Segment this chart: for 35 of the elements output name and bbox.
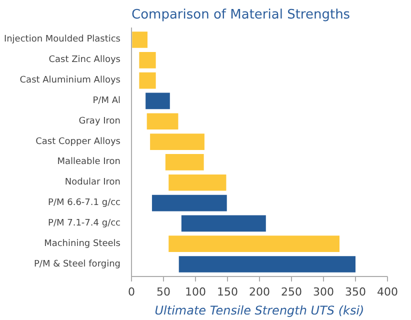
x-tick-label: 50 — [156, 286, 170, 298]
y-tick-label: Injection Moulded Plastics — [4, 34, 121, 45]
bar — [132, 32, 148, 48]
y-tick-label: P/M 6.6-7.1 g/cc — [48, 198, 121, 208]
bar — [150, 134, 204, 150]
y-tick-label: Cast Copper Alloys — [36, 136, 121, 147]
x-tick-label: 200 — [249, 286, 270, 298]
y-tick-label: Cast Zinc Alloys — [48, 55, 121, 66]
x-tick-label: 100 — [185, 286, 206, 298]
bar — [178, 256, 356, 272]
bar — [168, 236, 340, 252]
y-tick-label: Machining Steels — [44, 238, 121, 249]
bar — [168, 174, 226, 191]
x-axis-title: Ultimate Tensile Strength UTS (ksi) — [154, 304, 364, 318]
x-tick-label: 400 — [377, 286, 398, 298]
y-tick-label: Gray Iron — [78, 116, 121, 126]
x-tick-label: 0 — [128, 286, 135, 298]
bar — [146, 92, 170, 110]
x-tick-label: 300 — [313, 286, 334, 298]
bar — [181, 215, 266, 232]
chart-title: Comparison of Material Strengths — [132, 8, 350, 22]
y-tick-label: P/M 7.1-7.4 g/cc — [48, 218, 121, 228]
y-tick-label: P/M & Steel forging — [34, 259, 121, 270]
bar — [139, 52, 156, 68]
bar — [139, 72, 156, 89]
y-tick-label: P/M Al — [92, 96, 121, 106]
x-tick-label: 250 — [281, 286, 302, 298]
bar — [146, 113, 178, 130]
bar — [152, 194, 227, 212]
bar — [165, 154, 204, 170]
x-tick-label: 150 — [217, 286, 238, 298]
x-tick-label: 350 — [345, 286, 366, 298]
y-tick-label: Cast Aluminium Alloys — [20, 76, 121, 86]
y-tick-label: Malleable Iron — [57, 157, 120, 168]
y-tick-label: Nodular Iron — [64, 178, 121, 188]
